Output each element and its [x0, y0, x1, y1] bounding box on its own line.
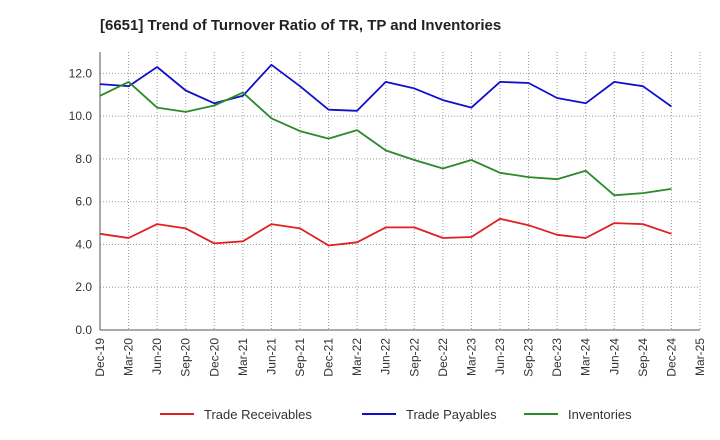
legend-label: Trade Payables	[406, 407, 497, 422]
x-tick-label: Jun-24	[607, 338, 621, 375]
grid	[99, 52, 701, 330]
x-tick-label: Mar-20	[122, 338, 136, 376]
x-tick-label: Sep-22	[407, 338, 421, 377]
series-line-inventories	[99, 81, 672, 197]
x-tick-label: Dec-23	[550, 338, 564, 377]
axes: 0.0 2.0 4.0 6.0 8.0 10.0 12.0 Dec-19 Mar-20 Jun-2…	[69, 52, 707, 377]
x-tick-label: Sep-21	[293, 338, 307, 377]
x-tick-label: Sep-20	[179, 338, 193, 377]
series-line-trade-payables	[99, 63, 672, 112]
y-tick-label: 10.0	[69, 109, 93, 123]
x-tick-label: Sep-23	[522, 338, 536, 377]
x-tick-label: Dec-20	[207, 338, 221, 377]
x-tick-label: Sep-24	[636, 338, 650, 377]
x-tick-label: Dec-21	[322, 338, 336, 377]
x-tick-label: Dec-22	[436, 338, 450, 377]
x-tick-label: Dec-19	[93, 338, 107, 377]
x-tick-label: Mar-22	[350, 338, 364, 376]
series-line-trade-receivables	[99, 217, 672, 247]
x-tick-label: Mar-23	[464, 338, 478, 376]
x-tick-label: Mar-24	[579, 338, 593, 376]
chart-title: [6651] Trend of Turnover Ratio of TR, TP…	[100, 17, 501, 34]
y-tick-label: 2.0	[75, 280, 92, 294]
y-tick-label: 8.0	[75, 152, 92, 166]
x-tick-label: Dec-24	[664, 338, 678, 377]
x-tick-label: Jun-20	[150, 338, 164, 375]
legend-label: Inventories	[568, 407, 632, 422]
legend-label: Trade Receivables	[204, 407, 312, 422]
x-tick-label: Jun-23	[493, 338, 507, 375]
series-lines	[99, 63, 672, 247]
y-tick-label: 4.0	[75, 237, 92, 251]
x-tick-label: Jun-21	[264, 338, 278, 375]
x-tick-label: Jun-22	[379, 338, 393, 375]
x-tick-label: Mar-21	[236, 338, 250, 376]
y-tick-label: 0.0	[75, 323, 92, 337]
y-tick-label: 6.0	[75, 195, 92, 209]
y-tick-label: 12.0	[69, 66, 93, 80]
x-tick-label: Mar-25	[693, 338, 707, 376]
legend: Trade Receivables Trade Payables Inventori…	[160, 407, 632, 422]
